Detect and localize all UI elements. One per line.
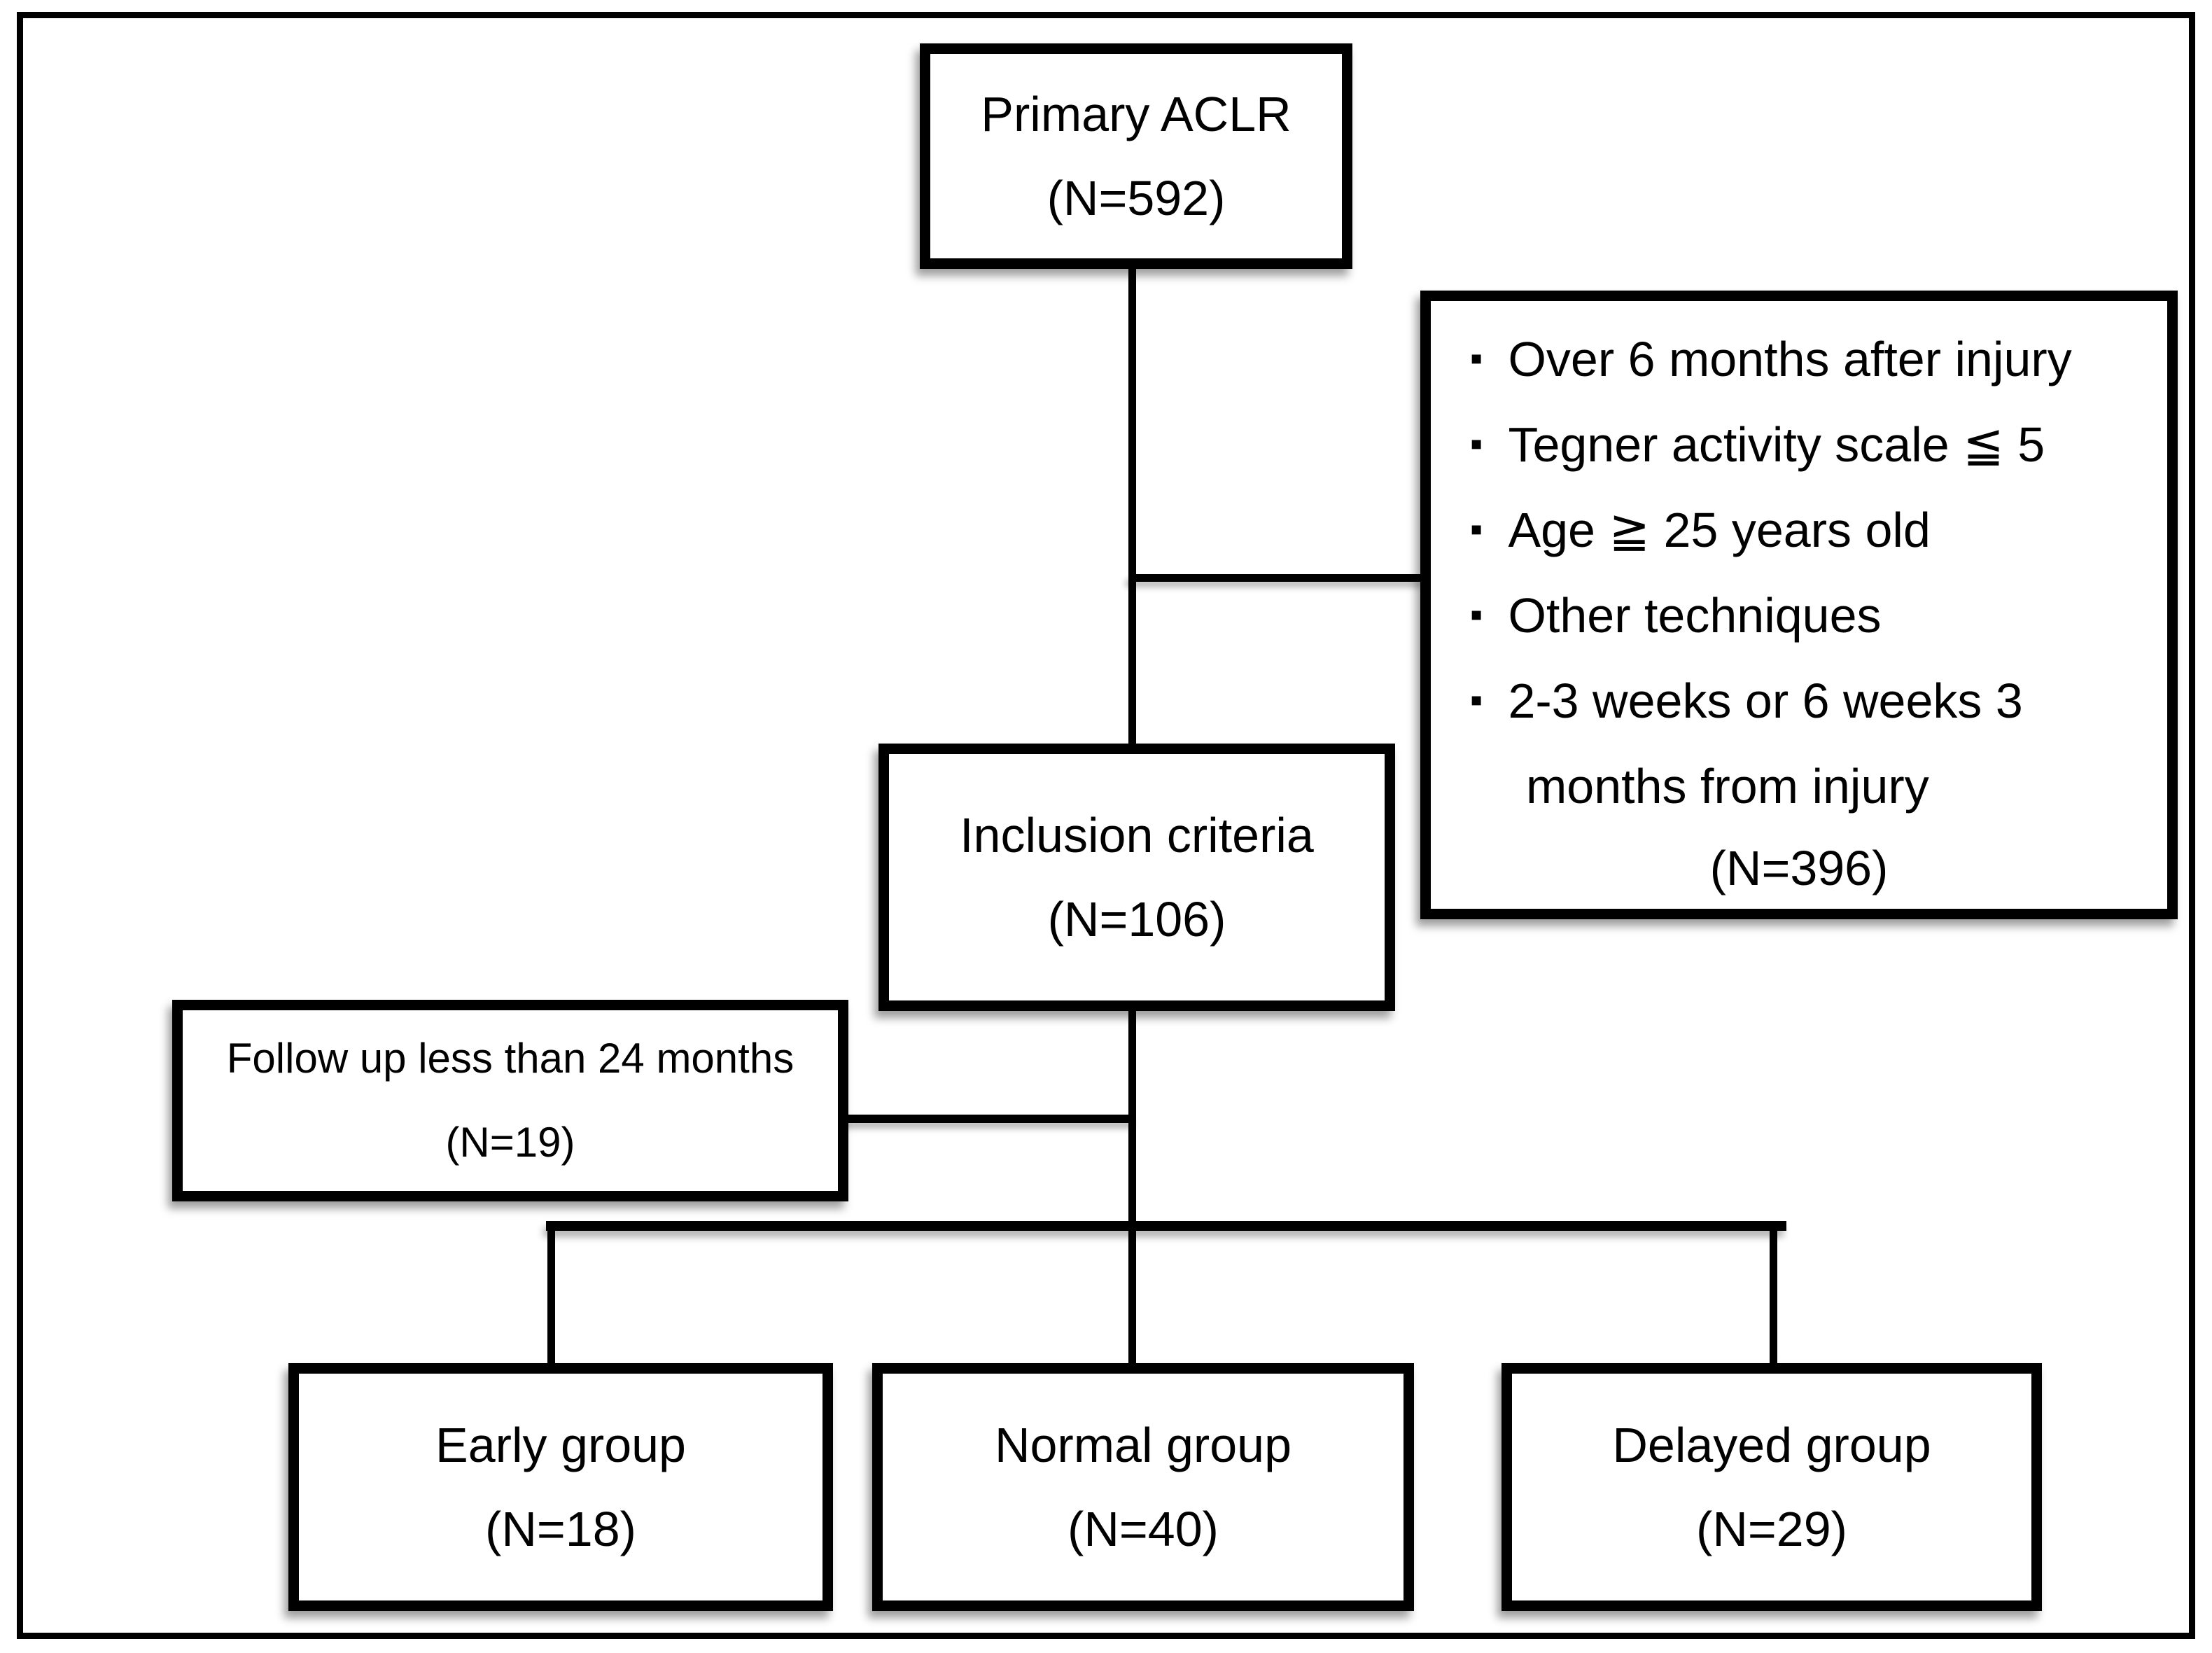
- delayed-group-box: Delayed group (N=29): [1502, 1363, 2042, 1611]
- exclusion-item-continuation: months from injury: [1526, 759, 1929, 814]
- followup-exclusion-box: Follow up less than 24 months (N=19): [172, 1000, 848, 1201]
- connector-drop-delayed-line: [1770, 1225, 1777, 1365]
- exclusion-criteria-box: ▪ Over 6 months after injury ▪ Tegner acti…: [1420, 291, 2178, 919]
- early-group-box: Early group (N=18): [288, 1363, 833, 1611]
- figure-border: [17, 12, 2195, 1639]
- exclusion-item-text: 2-3 weeks or 6 weeks 3: [1508, 674, 2023, 729]
- normal-group-count: (N=40): [1068, 1502, 1219, 1556]
- inclusion-criteria-count: (N=106): [1047, 892, 1226, 947]
- bullet-icon: ▪: [1470, 424, 1483, 465]
- connector-to-followup-box-line: [844, 1115, 1136, 1123]
- exclusion-item: ▪ Tegner activity scale ≦ 5: [1431, 404, 2167, 489]
- exclusion-item-text: Age ≧ 25 years old: [1508, 503, 1931, 558]
- bullet-icon: ▪: [1470, 338, 1483, 379]
- bullet-icon: ▪: [1470, 594, 1483, 636]
- normal-group-label: Normal group: [994, 1417, 1292, 1472]
- early-group-count: (N=18): [485, 1502, 636, 1556]
- bullet-icon: ▪: [1470, 680, 1483, 721]
- exclusion-item-text: Tegner activity scale ≦ 5: [1508, 417, 2045, 473]
- inclusion-criteria-box: Inclusion criteria (N=106): [878, 744, 1395, 1011]
- early-group-label: Early group: [435, 1417, 686, 1472]
- connector-branch-horizontal-line: [546, 1221, 1786, 1231]
- exclusion-item-text: Over 6 months after injury: [1508, 332, 2072, 386]
- primary-aclr-label: Primary ACLR: [981, 86, 1292, 141]
- primary-aclr-box: Primary ACLR (N=592): [920, 43, 1352, 269]
- normal-group-box: Normal group (N=40): [872, 1363, 1414, 1611]
- exclusion-item-text: Other techniques: [1508, 588, 1882, 643]
- primary-aclr-count: (N=592): [1046, 171, 1226, 225]
- exclusion-item: ▪ Over 6 months after injury: [1431, 319, 2167, 404]
- followup-exclusion-count: (N=19): [445, 1119, 575, 1166]
- connector-to-exclusion-box-line: [1128, 574, 1426, 582]
- exclusion-item: ▪ Other techniques: [1431, 575, 2167, 660]
- exclusion-item: ▪ Age ≧ 25 years old: [1431, 489, 2167, 575]
- inclusion-criteria-label: Inclusion criteria: [960, 807, 1314, 863]
- bullet-icon: ▪: [1470, 509, 1483, 550]
- exclusion-count: (N=396): [1709, 841, 1889, 896]
- connector-drop-early-line: [547, 1225, 555, 1365]
- followup-exclusion-label: Follow up less than 24 months: [226, 1035, 794, 1082]
- exclusion-item: ▪ 2-3 weeks or 6 weeks 3: [1431, 660, 2167, 746]
- delayed-group-count: (N=29): [1696, 1502, 1847, 1556]
- delayed-group-label: Delayed group: [1612, 1417, 1931, 1472]
